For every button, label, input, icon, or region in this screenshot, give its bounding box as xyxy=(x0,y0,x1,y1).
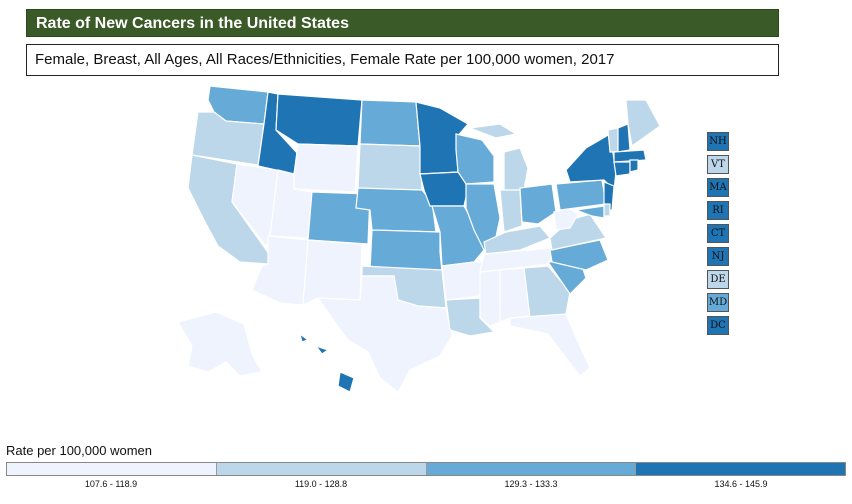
legend-label: 119.0 - 128.8 xyxy=(294,479,348,489)
small-states-buttons: NH VT MA RI CT NJ DE MD DC xyxy=(707,132,729,339)
state-ND[interactable] xyxy=(359,99,421,147)
small-state-button[interactable]: NJ xyxy=(707,247,729,266)
state-MD[interactable] xyxy=(575,205,605,219)
state-CT[interactable] xyxy=(613,161,631,177)
legend-swatch-3[interactable] xyxy=(426,463,637,475)
state-DE[interactable] xyxy=(603,203,611,217)
legend-swatch-2[interactable] xyxy=(216,463,427,475)
legend-swatch-1[interactable] xyxy=(7,463,217,475)
state-RI[interactable] xyxy=(629,159,639,173)
state-WI[interactable] xyxy=(455,133,495,185)
state-IN[interactable] xyxy=(499,189,523,233)
state-TX[interactable] xyxy=(316,275,453,393)
state-HI[interactable] xyxy=(299,332,355,393)
small-state-button[interactable]: NH xyxy=(707,132,729,151)
state-AK[interactable] xyxy=(177,311,263,377)
state-NY[interactable] xyxy=(565,133,617,192)
state-PA[interactable] xyxy=(555,179,607,211)
legend-bar xyxy=(6,462,846,476)
state-ME[interactable] xyxy=(625,99,661,148)
state-MI[interactable] xyxy=(469,123,529,193)
legend-title: Rate per 100,000 women xyxy=(6,443,152,458)
state-GA[interactable] xyxy=(523,265,571,319)
legend-swatch-4[interactable] xyxy=(636,463,845,475)
state-FL[interactable] xyxy=(509,313,591,377)
state-VT[interactable] xyxy=(607,127,619,153)
small-state-button[interactable]: MD xyxy=(707,293,729,312)
state-OH[interactable] xyxy=(519,183,557,225)
state-MT[interactable] xyxy=(275,93,363,147)
small-state-button[interactable]: VT xyxy=(707,155,729,174)
small-state-button[interactable]: MA xyxy=(707,178,729,197)
state-MS[interactable] xyxy=(479,269,501,327)
state-NH[interactable] xyxy=(617,123,631,153)
small-state-button[interactable]: DC xyxy=(707,316,729,335)
state-CO[interactable] xyxy=(307,191,371,245)
state-KS[interactable] xyxy=(369,229,443,273)
state-WY[interactable] xyxy=(293,143,359,193)
legend-label: 129.3 - 133.3 xyxy=(504,479,558,489)
small-state-button[interactable]: CT xyxy=(707,224,729,243)
state-MA[interactable] xyxy=(613,149,647,163)
legend-label: 107.6 - 118.9 xyxy=(84,479,138,489)
small-state-button[interactable]: DE xyxy=(707,270,729,289)
map-subtitle: Female, Breast, All Ages, All Races/Ethn… xyxy=(26,44,779,76)
legend-label: 134.6 - 145.9 xyxy=(714,479,768,489)
legend-labels: 107.6 - 118.9 119.0 - 128.8 129.3 - 133.… xyxy=(6,479,846,489)
state-NM[interactable] xyxy=(302,239,363,306)
small-state-button[interactable]: RI xyxy=(707,201,729,220)
state-AR[interactable] xyxy=(441,261,485,301)
state-SD[interactable] xyxy=(357,143,423,193)
page-title: Rate of New Cancers in the United States xyxy=(26,9,779,37)
